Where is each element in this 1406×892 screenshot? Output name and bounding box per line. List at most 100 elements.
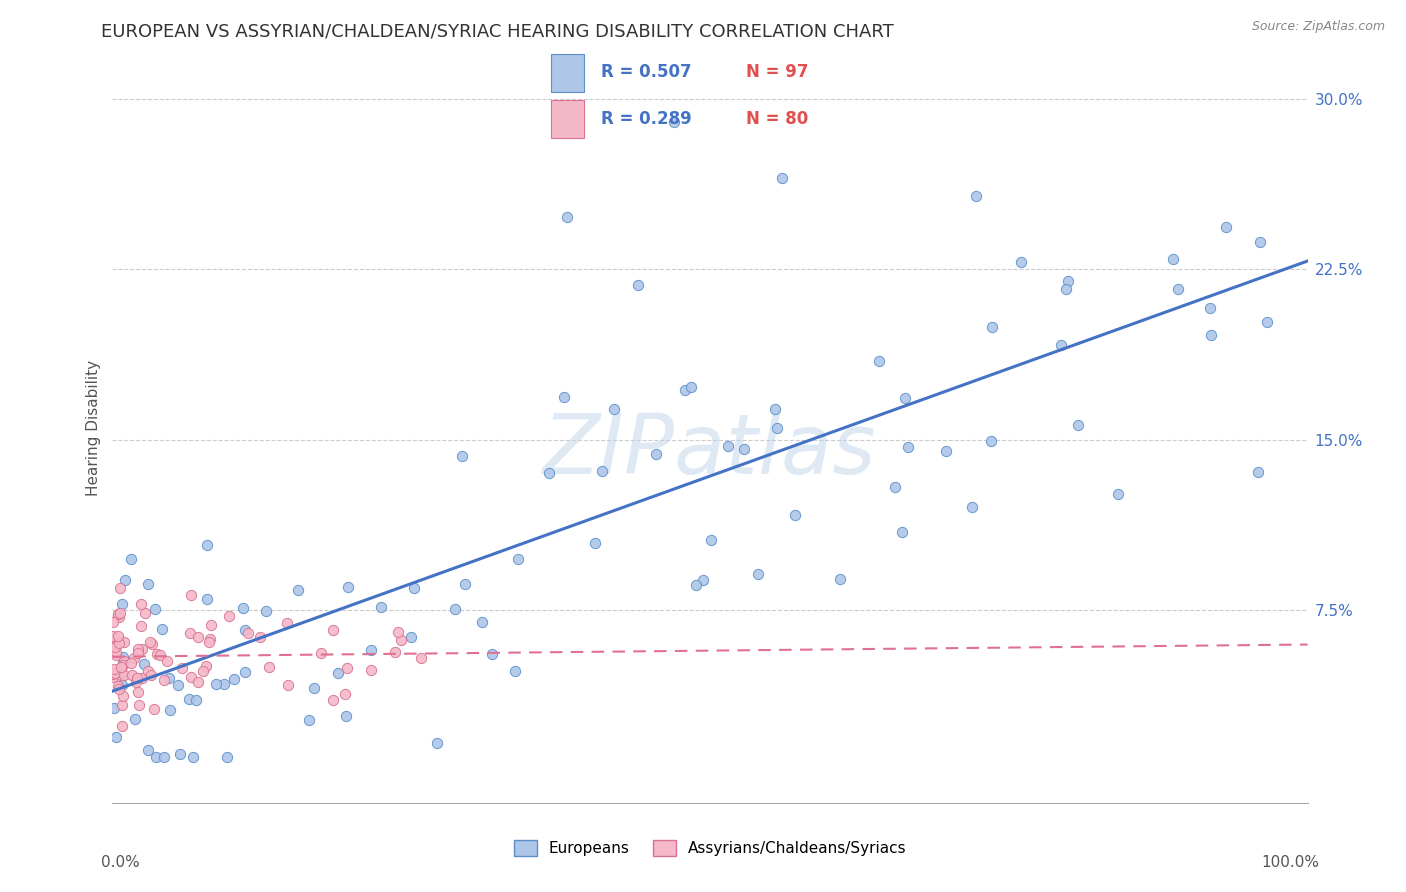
- Point: [125, 675, 148, 690]
- Text: 0.0%: 0.0%: [101, 855, 139, 871]
- Point: [766, 421, 789, 435]
- Point: [103, 701, 125, 715]
- Point: [389, 633, 412, 648]
- Point: [1066, 418, 1088, 433]
- Point: [143, 702, 166, 716]
- Point: [127, 672, 149, 686]
- Point: [481, 647, 503, 661]
- Point: [360, 643, 382, 657]
- Bar: [551, 100, 585, 138]
- Point: [129, 619, 152, 633]
- Point: [287, 582, 309, 597]
- Point: [107, 607, 129, 622]
- Point: [673, 383, 696, 397]
- Point: [1161, 252, 1184, 266]
- Point: [136, 664, 159, 678]
- Point: [110, 665, 132, 679]
- Point: [277, 678, 299, 692]
- Point: [1056, 274, 1078, 288]
- Point: [1054, 282, 1077, 296]
- Point: [980, 319, 1002, 334]
- Point: [770, 171, 793, 186]
- Point: [177, 692, 200, 706]
- Point: [553, 390, 575, 404]
- Point: [890, 525, 912, 540]
- Point: [591, 464, 613, 478]
- Point: [603, 402, 626, 417]
- Point: [146, 647, 169, 661]
- Point: [1256, 315, 1278, 329]
- Point: [159, 703, 181, 717]
- Point: [333, 687, 356, 701]
- Text: R = 0.289: R = 0.289: [600, 111, 692, 128]
- Point: [104, 730, 127, 744]
- Point: [101, 615, 124, 630]
- Point: [104, 648, 127, 662]
- Point: [471, 615, 494, 629]
- Point: [215, 750, 238, 764]
- Point: [200, 632, 222, 647]
- Point: [187, 630, 209, 644]
- Point: [103, 662, 125, 676]
- Point: [883, 480, 905, 494]
- Point: [166, 677, 188, 691]
- Point: [257, 660, 280, 674]
- Point: [105, 636, 128, 650]
- Point: [763, 401, 786, 416]
- Text: EUROPEAN VS ASSYRIAN/CHALDEAN/SYRIAC HEARING DISABILITY CORRELATION CHART: EUROPEAN VS ASSYRIAN/CHALDEAN/SYRIAC HEA…: [101, 23, 893, 41]
- Point: [336, 580, 359, 594]
- Point: [103, 666, 125, 681]
- Point: [191, 664, 214, 678]
- Point: [411, 651, 433, 665]
- Point: [124, 712, 146, 726]
- Point: [980, 434, 1002, 448]
- Point: [1199, 301, 1222, 315]
- Point: [134, 606, 156, 620]
- Point: [960, 500, 983, 514]
- Point: [537, 466, 560, 480]
- Point: [233, 623, 256, 637]
- Point: [108, 609, 131, 624]
- Point: [360, 663, 382, 677]
- Point: [426, 736, 449, 750]
- Point: [404, 581, 426, 595]
- Point: [112, 668, 135, 682]
- Legend: Europeans, Assyrians/Chaldeans/Syriacs: Europeans, Assyrians/Chaldeans/Syriacs: [508, 834, 912, 863]
- Point: [894, 391, 917, 405]
- Point: [232, 601, 254, 615]
- Point: [692, 574, 714, 588]
- Point: [132, 657, 155, 671]
- Point: [384, 645, 406, 659]
- Point: [387, 625, 409, 640]
- Point: [194, 658, 217, 673]
- Point: [114, 573, 136, 587]
- Point: [326, 665, 349, 680]
- Text: Source: ZipAtlas.com: Source: ZipAtlas.com: [1251, 20, 1385, 33]
- Point: [110, 668, 132, 682]
- Point: [112, 635, 135, 649]
- Point: [200, 618, 222, 632]
- Point: [120, 552, 142, 566]
- Point: [153, 673, 176, 687]
- Text: ZIPatlas: ZIPatlas: [543, 410, 877, 491]
- Point: [236, 626, 259, 640]
- Point: [180, 670, 202, 684]
- Bar: [551, 54, 585, 92]
- Point: [249, 630, 271, 644]
- Point: [120, 656, 142, 670]
- Point: [195, 538, 218, 552]
- Point: [127, 646, 149, 660]
- Point: [111, 719, 134, 733]
- Point: [336, 660, 359, 674]
- Point: [555, 210, 578, 224]
- Point: [685, 578, 707, 592]
- Point: [399, 630, 422, 644]
- Point: [1249, 235, 1271, 249]
- Point: [785, 508, 807, 522]
- Point: [127, 642, 149, 657]
- Point: [302, 681, 325, 695]
- Point: [868, 354, 890, 368]
- Point: [112, 656, 135, 670]
- Point: [111, 598, 134, 612]
- Point: [681, 380, 703, 394]
